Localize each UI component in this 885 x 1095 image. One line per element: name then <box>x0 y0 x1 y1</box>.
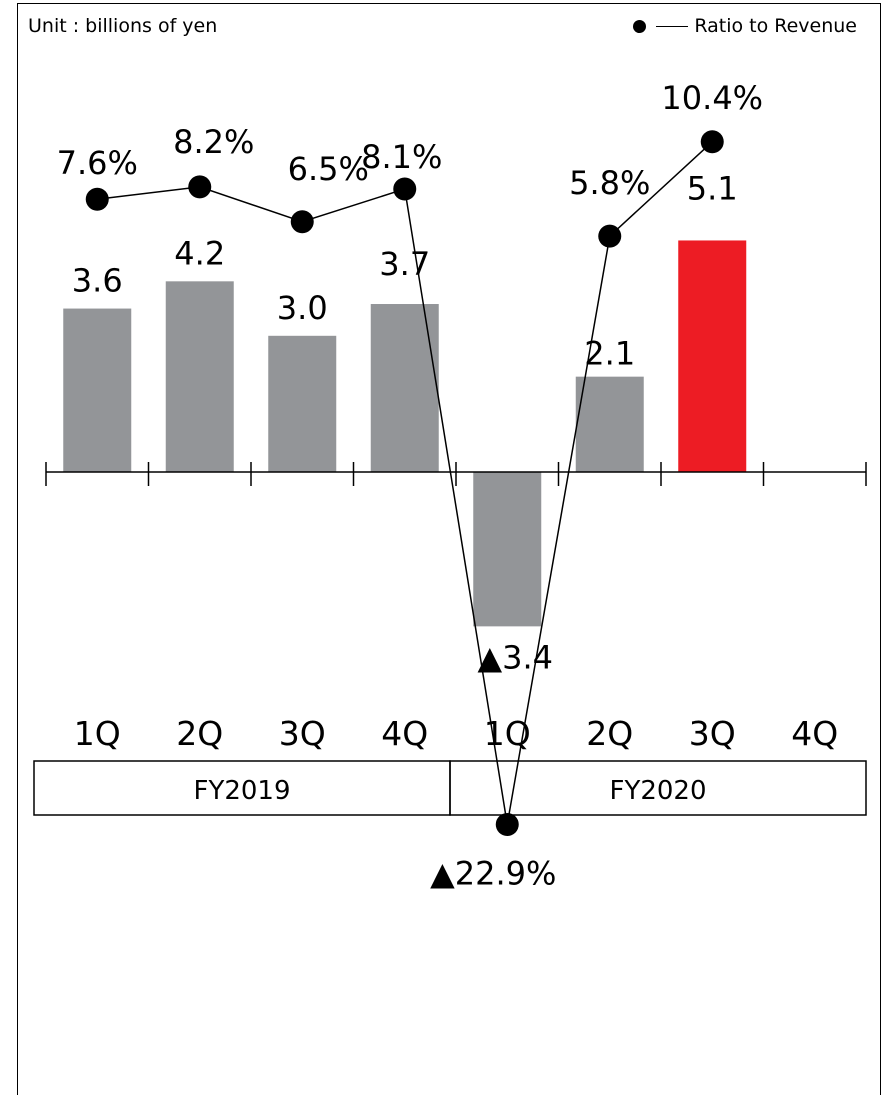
category-label: 2Q <box>586 714 633 753</box>
bar-value-label: 3.7 <box>379 245 430 283</box>
ratio-value-label: 10.4% <box>661 79 763 117</box>
category-label: 3Q <box>689 714 736 753</box>
ratio-point <box>188 175 212 199</box>
legend: Ratio to Revenue <box>633 15 857 37</box>
legend-marker-line <box>656 25 689 27</box>
ratio-value-label: 8.2% <box>173 123 254 161</box>
category-label: 1Q <box>74 714 121 753</box>
fiscal-year-label: FY2020 <box>609 776 706 806</box>
legend-label: Ratio to Revenue <box>694 15 857 37</box>
ratio-point <box>85 187 109 211</box>
ratio-point <box>700 130 724 154</box>
bar <box>165 281 234 472</box>
bar-value-label: 4.2 <box>174 234 225 272</box>
bar-value-label: ▲3.4 <box>478 638 554 676</box>
ratio-value-label: 5.8% <box>569 164 650 202</box>
category-label: 2Q <box>176 714 223 753</box>
bar-value-label: 5.1 <box>687 169 738 207</box>
bar <box>370 304 439 472</box>
bar-value-label: 3.6 <box>72 262 123 300</box>
bar <box>63 308 132 472</box>
ratio-point <box>495 812 519 836</box>
fiscal-year-box <box>449 760 867 816</box>
legend-marker-dot <box>633 19 647 33</box>
ratio-point <box>290 210 314 234</box>
bar <box>268 335 337 472</box>
ratio-value-label: 7.6% <box>57 144 138 182</box>
bar <box>575 376 644 472</box>
bar <box>678 240 747 472</box>
category-label: 3Q <box>279 714 326 753</box>
unit-label: Unit : billions of yen <box>28 15 218 37</box>
bar-value-label: 2.1 <box>584 335 635 373</box>
ratio-value-label: 6.5% <box>288 150 369 188</box>
ratio-value-label: ▲22.9% <box>430 854 556 892</box>
ratio-value-label: 8.1% <box>361 138 442 176</box>
bar-value-label: 3.0 <box>277 289 328 327</box>
chart-frame <box>17 3 881 1095</box>
bar <box>473 472 542 627</box>
ratio-point <box>598 224 622 248</box>
category-label: 1Q <box>484 714 531 753</box>
category-label: 4Q <box>791 714 838 753</box>
category-label: 4Q <box>381 714 428 753</box>
fiscal-year-label: FY2019 <box>193 776 290 806</box>
ratio-point <box>393 177 417 201</box>
